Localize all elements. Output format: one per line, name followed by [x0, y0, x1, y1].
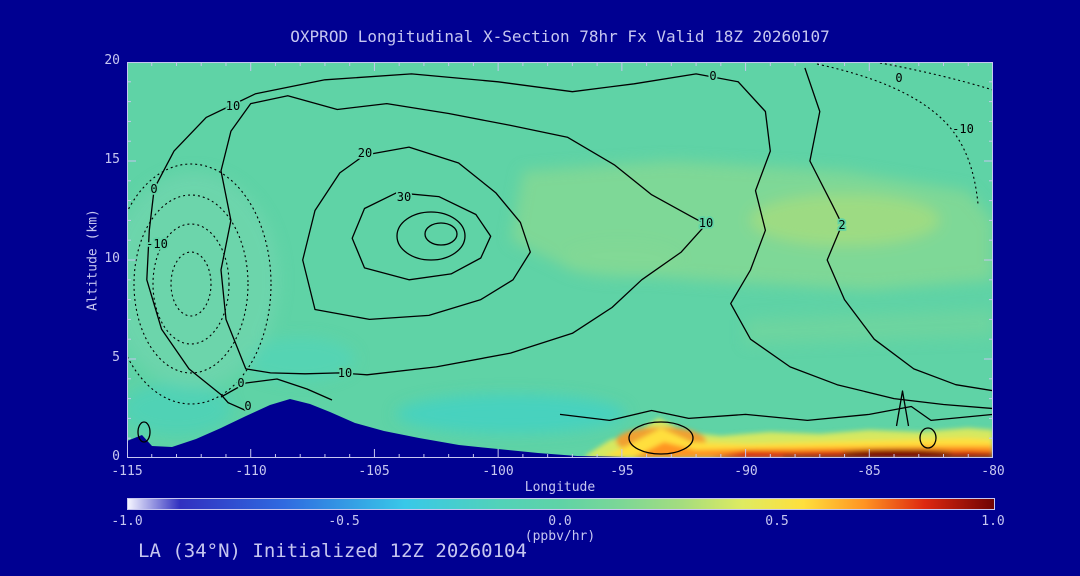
plot-title: OXPROD Longitudinal X-Section 78hr Fx Va…: [290, 27, 830, 46]
x-tick-label: -115: [111, 464, 143, 479]
x-axis-title: Longitude: [524, 480, 596, 495]
colorbar-tick-label: 0.5: [765, 514, 789, 529]
plot-svg: 0 10 20 30 -10 0 0 10 0 10 2 0 -10: [109, 61, 994, 459]
contour-label: -10: [952, 122, 974, 136]
x-tick-label: -80: [981, 464, 1005, 479]
colorbar-tick-label: 0.0: [548, 514, 572, 529]
contour-label: 0: [244, 399, 251, 413]
colorbar-tick-label: 1.0: [981, 514, 1005, 529]
contour-2: [804, 67, 994, 392]
contour-10: [220, 95, 707, 376]
plot-area: 0 10 20 30 -10 0 0 10 0 10 2 0 -10: [109, 61, 994, 459]
contour-lines-solid: [137, 67, 994, 455]
y-tick-label: 15: [104, 152, 120, 167]
contour-spike: [895, 390, 910, 427]
colorbar-tick-label: -0.5: [328, 514, 360, 529]
x-tick-label: -90: [734, 464, 758, 479]
contour-20: [302, 146, 531, 321]
contour-lines-dotted: [110, 61, 994, 405]
terrain-silhouette: [127, 399, 627, 458]
contour-30: [351, 192, 492, 281]
contour-label: 10: [226, 99, 240, 113]
contour-label: 0: [709, 69, 716, 83]
contour-small: [137, 421, 151, 443]
contour-label: -10: [146, 237, 168, 251]
x-tick-label: -100: [482, 464, 514, 479]
y-tick-label: 5: [112, 350, 120, 365]
colorbar: [127, 498, 995, 510]
x-tick-label: -110: [235, 464, 267, 479]
contour-0: [146, 73, 994, 412]
y-tick-label: 0: [112, 449, 120, 464]
plot-frame: [127, 62, 993, 458]
field-shading: [109, 161, 993, 435]
contour-0-ridge: [220, 378, 333, 401]
contour-label: 10: [699, 216, 713, 230]
colorbar-tick-label: -1.0: [111, 514, 143, 529]
contour-label: 0: [895, 71, 902, 85]
contour-surface-blob: [628, 421, 694, 455]
contour-surface-band: [559, 405, 994, 422]
contour-inner: [396, 211, 466, 261]
contour-label: 2: [838, 218, 845, 232]
x-tick-label: -105: [358, 464, 390, 479]
x-tick-label: -95: [610, 464, 634, 479]
x-tick-label: -85: [857, 464, 881, 479]
contour-small: [919, 427, 937, 449]
contour-label: 20: [358, 146, 372, 160]
contour-label: 30: [397, 190, 411, 204]
colorbar-units-label: (ppbv/hr): [524, 529, 596, 544]
footer-caption: LA (34°N) Initialized 12Z 20260104: [138, 540, 527, 562]
contour-label: 0: [237, 376, 244, 390]
contour-label: 10: [338, 366, 352, 380]
y-tick-label: 10: [104, 251, 120, 266]
contour-label: 0: [150, 182, 157, 196]
y-tick-label: 20: [104, 53, 120, 68]
contour-inner: [424, 222, 458, 246]
